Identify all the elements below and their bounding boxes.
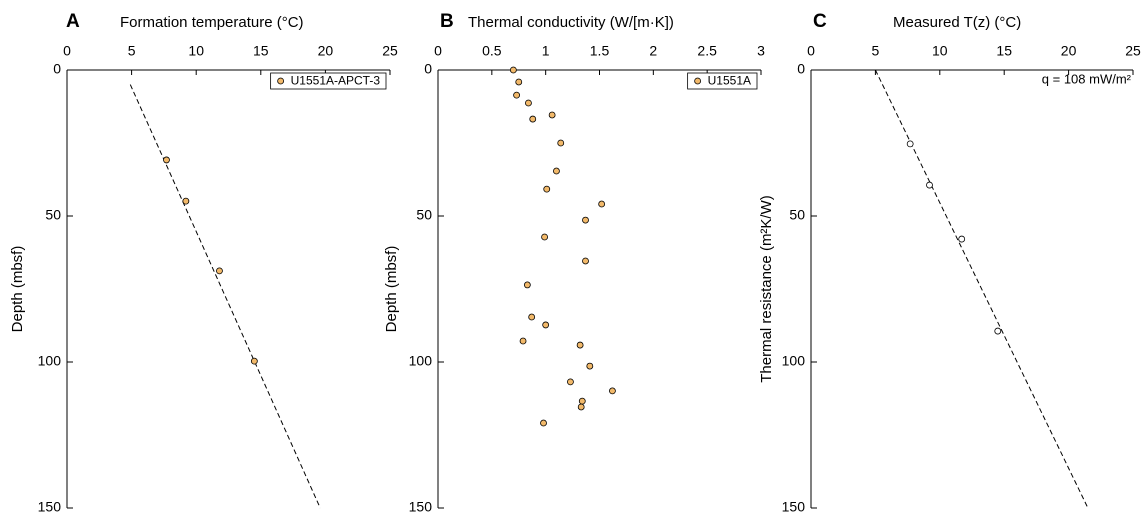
x-tick-label: 0 (63, 43, 71, 59)
data-point (519, 337, 527, 345)
y-tick-label: 50 (416, 207, 432, 223)
y-tick-label: 100 (409, 353, 433, 369)
data-point (542, 321, 550, 329)
axis-title: Thermal conductivity (W/[m·K]) (468, 14, 674, 31)
data-point (567, 378, 574, 386)
data-point (163, 156, 170, 164)
y-tick-label: 0 (797, 61, 805, 77)
data-point (958, 235, 966, 243)
legend-box (687, 72, 758, 90)
x-tick-label: 10 (188, 43, 204, 59)
x-tick-label: 20 (1061, 43, 1077, 59)
legend-marker (277, 77, 285, 85)
panel-label: B (440, 11, 454, 32)
data-point (525, 99, 532, 107)
x-tick-label: 15 (996, 43, 1012, 59)
x-tick-label: 0 (434, 43, 442, 59)
annotation: q = 108 mW/m² (1042, 71, 1132, 86)
legend-label: U1551A (708, 74, 751, 88)
data-point (557, 139, 565, 147)
y-tick-label: 100 (782, 353, 806, 369)
data-point (515, 78, 523, 86)
legend-marker (694, 77, 702, 85)
data-point (576, 341, 584, 349)
data-point (926, 181, 933, 189)
legend-box (270, 72, 387, 90)
data-point (548, 111, 556, 119)
x-tick-label: 0.5 (482, 43, 502, 59)
data-point (582, 216, 589, 224)
data-point (582, 257, 589, 265)
x-tick-label: 25 (382, 43, 398, 59)
panel-label: A (66, 11, 80, 32)
data-point (529, 115, 537, 123)
data-point (543, 185, 551, 193)
y-tick-label: 100 (38, 353, 62, 369)
data-point (553, 167, 560, 175)
data-point (523, 281, 531, 289)
y-tick-label: 0 (53, 61, 61, 77)
y-tick-label: 0 (424, 61, 432, 77)
y-axis-title: Depth (mbsf) (9, 246, 26, 333)
x-tick-label: 20 (318, 43, 334, 59)
data-point (578, 397, 586, 405)
data-point (994, 327, 1002, 335)
data-point (577, 403, 585, 411)
x-tick-label: 1.5 (590, 43, 610, 59)
data-point (182, 197, 190, 205)
y-tick-label: 150 (782, 499, 806, 515)
y-tick-label: 50 (789, 207, 805, 223)
x-tick-label: 1 (542, 43, 550, 59)
data-point (586, 362, 594, 370)
y-tick-label: 50 (45, 207, 61, 223)
data-point (598, 200, 606, 208)
x-tick-label: 25 (1125, 43, 1141, 59)
trend-line (129, 84, 321, 509)
x-tick-label: 0 (807, 43, 815, 59)
x-tick-label: 5 (128, 43, 136, 59)
y-tick-label: 150 (409, 499, 433, 515)
x-tick-label: 3 (757, 43, 765, 59)
data-point (250, 357, 258, 365)
trend-line (874, 69, 1089, 509)
legend-label: U1551A-APCT-3 (291, 74, 381, 88)
data-point (906, 140, 914, 148)
x-tick-label: 2.5 (697, 43, 717, 59)
x-tick-label: 2 (649, 43, 657, 59)
y-axis-title: Thermal resistance (m²K/W) (758, 195, 775, 383)
x-tick-label: 5 (872, 43, 880, 59)
y-axis-title: Depth (mbsf) (383, 246, 400, 333)
panel-label: C (813, 11, 827, 32)
data-point (513, 91, 520, 99)
data-point (540, 419, 547, 427)
x-tick-label: 10 (932, 43, 948, 59)
data-point (609, 387, 616, 395)
y-tick-label: 150 (38, 499, 62, 515)
data-point (216, 267, 223, 275)
data-point (528, 313, 536, 321)
axis-title: Measured T(z) (°C) (893, 14, 1021, 31)
data-point (509, 66, 517, 74)
data-point (541, 233, 548, 241)
x-tick-label: 15 (253, 43, 269, 59)
axis-title: Formation temperature (°C) (120, 14, 304, 31)
